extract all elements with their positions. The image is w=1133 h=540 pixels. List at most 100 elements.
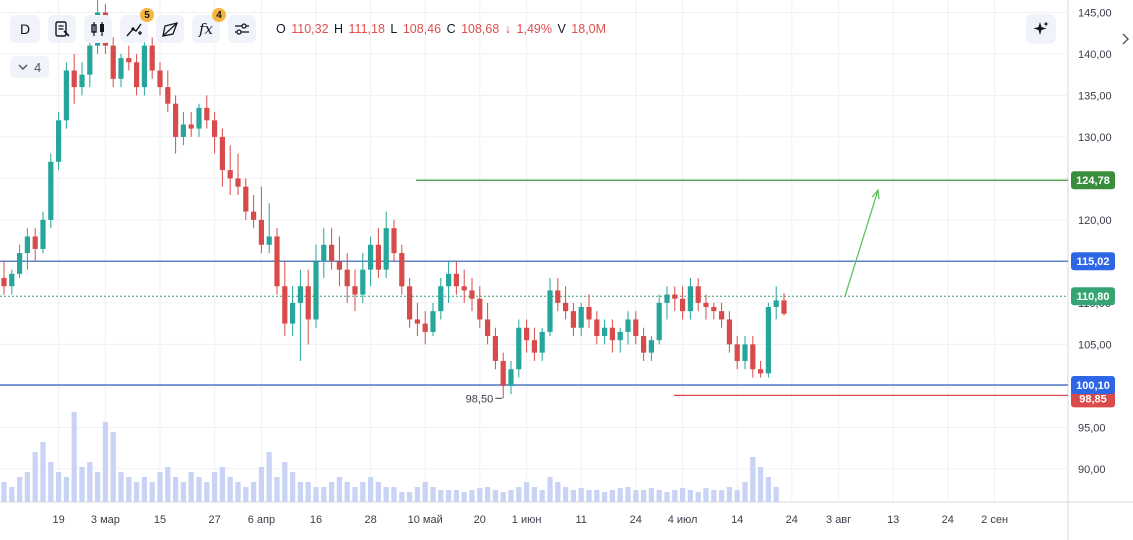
studies-toggle[interactable]: 4 <box>10 56 50 78</box>
low-label: L <box>390 22 398 36</box>
candle-body <box>274 236 280 287</box>
candle <box>477 286 483 328</box>
candle-body <box>734 344 740 361</box>
formula-count-badge: 4 <box>212 8 226 22</box>
timeframe-button[interactable]: D <box>10 15 40 43</box>
volume-bar <box>17 477 23 502</box>
current-price-tag-bg <box>1071 287 1115 306</box>
candle <box>617 327 623 353</box>
candle <box>563 286 569 320</box>
sliders-icon <box>235 23 249 35</box>
candle <box>485 302 491 345</box>
candle <box>118 53 124 88</box>
candle-body <box>110 45 116 79</box>
candle-body <box>313 261 319 320</box>
candle-body <box>469 290 475 299</box>
candle-body <box>329 244 335 262</box>
candle <box>352 269 358 312</box>
open-value: 110,32 <box>291 22 329 36</box>
volume-bar <box>563 487 569 502</box>
volume-bar <box>321 487 327 502</box>
candle <box>407 277 413 328</box>
candle <box>134 53 140 96</box>
candle <box>71 53 77 104</box>
indicators-button[interactable]: 5 <box>120 8 154 43</box>
candle-body <box>219 136 225 171</box>
candle-body <box>360 269 366 295</box>
settings-button[interactable] <box>228 15 256 43</box>
candle-body <box>758 369 764 374</box>
drawing-tools-button[interactable] <box>156 15 184 43</box>
chevron-right-icon[interactable] <box>1118 28 1132 50</box>
candle-body <box>563 302 569 312</box>
candle-body <box>173 103 179 137</box>
candle <box>336 236 342 287</box>
candle-body <box>656 302 662 341</box>
candle <box>687 277 693 320</box>
volume-bar <box>407 492 413 502</box>
ai-assistant-button[interactable] <box>1026 14 1056 44</box>
volume-bar <box>313 487 319 502</box>
candle <box>765 302 771 378</box>
candle-body <box>711 307 717 312</box>
chart-type-button[interactable] <box>48 15 76 43</box>
volume-bar <box>180 482 186 502</box>
volume-bar <box>641 490 647 502</box>
candle-body <box>40 219 46 249</box>
y-tick-label: 140,00 <box>1078 49 1112 61</box>
candle-body <box>118 58 124 79</box>
candle <box>290 286 296 337</box>
volume-bar <box>204 482 210 502</box>
volume-bar <box>750 457 756 502</box>
y-tick-label: 105,00 <box>1078 339 1112 351</box>
candle-body <box>516 327 522 370</box>
volume-bar <box>102 422 108 502</box>
candle <box>516 319 522 378</box>
candle-body <box>617 331 623 341</box>
ohlc-legend: O 110,32 H 111,18 L 108,46 C 108,68 ↓ 1,… <box>276 22 608 36</box>
candle-body <box>368 244 374 270</box>
volume-bar <box>134 482 140 502</box>
candle-body <box>71 70 77 88</box>
volume-bar <box>531 487 537 502</box>
candle <box>375 228 381 278</box>
candle-body <box>305 286 311 320</box>
volume-bar <box>24 472 30 502</box>
x-tick-label: 3 мар <box>91 514 120 526</box>
candle-body <box>227 170 233 179</box>
volume-bar <box>422 482 428 502</box>
candle <box>469 277 475 312</box>
candle <box>165 70 171 113</box>
candle-body <box>87 45 93 75</box>
candle <box>329 228 335 270</box>
candle-body <box>399 253 405 287</box>
candle-body <box>430 311 436 332</box>
candle-body <box>461 286 467 291</box>
volume-bar <box>461 492 467 502</box>
volume-bar <box>235 482 241 502</box>
volume-bar <box>290 472 296 502</box>
formula-button[interactable]: fx 4 <box>192 8 226 43</box>
volume-bar <box>578 488 584 502</box>
x-tick-label: 3 авг <box>826 514 851 526</box>
x-tick-label: 10 май <box>408 514 443 526</box>
candle-body <box>446 273 452 287</box>
candle-body <box>719 311 725 320</box>
candle <box>360 253 366 303</box>
y-tick-label: 120,00 <box>1078 215 1112 227</box>
candle-body <box>157 70 163 88</box>
candle-body <box>344 269 350 287</box>
volume-bar <box>157 472 163 502</box>
volume-bar <box>141 477 147 502</box>
volume-bar <box>508 490 514 502</box>
volume-bar <box>711 490 717 502</box>
candle-body <box>641 336 647 353</box>
candle <box>258 186 264 254</box>
volume-bar <box>430 487 436 502</box>
candle-body <box>742 344 748 361</box>
low-price-label: 98,50 <box>466 393 494 405</box>
candles-style-button[interactable] <box>84 15 112 43</box>
volume-bar <box>40 442 46 502</box>
candle-body <box>63 70 69 121</box>
